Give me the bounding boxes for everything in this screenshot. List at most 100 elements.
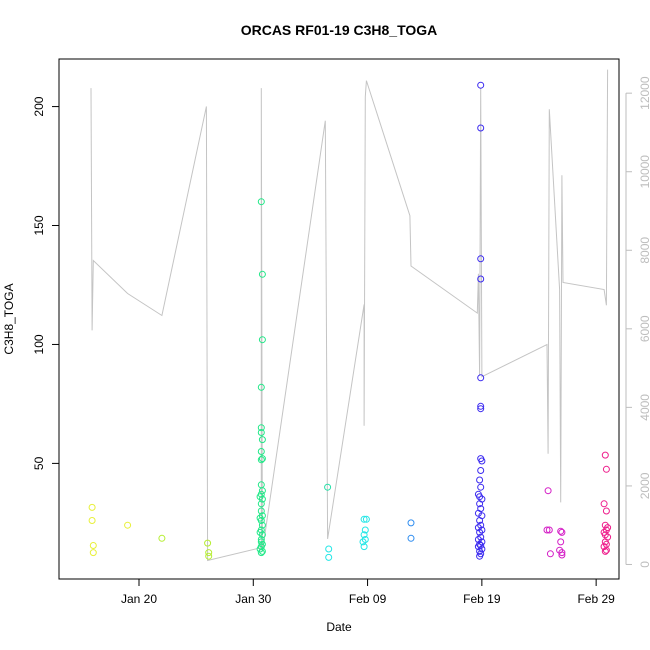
data-point	[88, 517, 96, 524]
data-point	[478, 526, 486, 534]
data-point	[361, 536, 369, 543]
data-point	[258, 436, 266, 444]
data-point	[407, 534, 415, 542]
data-point	[258, 521, 266, 529]
data-point	[257, 198, 265, 206]
data-point	[360, 531, 368, 539]
data-point	[258, 270, 266, 278]
data-point	[546, 550, 554, 558]
point-series-4	[325, 515, 370, 561]
point-series-5	[407, 519, 415, 542]
x-axis: Jan 20 Jan 30 Feb 09 Feb 19 Feb 29	[121, 579, 615, 606]
data-point	[477, 483, 485, 491]
data-point	[477, 124, 485, 132]
line-series-layer	[90, 69, 609, 562]
data-point	[257, 517, 265, 524]
data-point	[601, 521, 609, 529]
y2-tick-label: 4000	[638, 394, 650, 421]
y-axis-label: C3H8_TOGA	[2, 283, 16, 354]
data-point	[362, 515, 370, 523]
data-point	[257, 424, 265, 432]
data-point	[257, 500, 265, 508]
data-point	[476, 528, 484, 536]
x-tick-label: Jan 20	[121, 592, 157, 606]
data-point	[324, 483, 332, 491]
y2-tick-label: 12000	[638, 76, 650, 110]
data-point	[89, 549, 97, 557]
data-point	[477, 467, 485, 474]
data-point	[476, 493, 484, 501]
data-point	[256, 493, 264, 501]
data-point	[257, 429, 265, 436]
background-line-series	[90, 69, 609, 562]
data-point	[359, 538, 367, 546]
data-point	[257, 456, 265, 464]
point-series-6	[474, 81, 486, 560]
point-series-1	[158, 534, 213, 560]
x-axis-label: Date	[326, 620, 352, 634]
data-point	[476, 552, 484, 560]
data-point	[478, 545, 486, 553]
point-series-2	[256, 198, 266, 557]
point-series-0	[88, 503, 132, 557]
chart-title: ORCAS RF01-19 C3H8_TOGA	[241, 22, 438, 38]
data-point	[204, 539, 212, 547]
x-tick-label: Feb 19	[463, 592, 501, 606]
data-point	[124, 521, 132, 529]
data-point	[89, 542, 97, 549]
point-series-3	[324, 483, 332, 491]
data-point	[258, 547, 266, 555]
y-tick-label: 150	[32, 215, 46, 235]
data-point	[477, 81, 485, 89]
x-tick-label: Feb 29	[577, 592, 615, 606]
data-point	[325, 545, 333, 553]
data-point	[474, 524, 482, 532]
data-point	[476, 476, 484, 484]
data-point	[602, 546, 610, 554]
y2-tick-label: 2000	[638, 472, 650, 499]
y2-tick-label: 10000	[638, 155, 650, 189]
data-point	[205, 549, 213, 557]
data-point	[88, 503, 96, 511]
data-point	[407, 519, 415, 527]
data-point	[544, 487, 552, 495]
data-point	[360, 515, 368, 523]
data-point	[543, 526, 551, 534]
data-point	[476, 500, 484, 508]
y-tick-label: 100	[32, 334, 46, 354]
y2-tick-label: 8000	[638, 237, 650, 264]
data-point	[256, 528, 264, 536]
data-point	[361, 526, 369, 534]
data-point	[256, 545, 264, 553]
data-point	[257, 383, 265, 391]
data-point	[477, 374, 485, 382]
data-point	[600, 543, 608, 551]
data-point	[477, 255, 485, 263]
data-point	[258, 531, 266, 539]
data-point	[476, 517, 484, 524]
data-point	[258, 455, 266, 463]
data-point	[258, 495, 266, 503]
data-point	[477, 402, 485, 410]
data-point	[257, 536, 265, 543]
data-point	[478, 457, 486, 465]
data-point	[601, 531, 609, 539]
data-point	[557, 538, 565, 546]
data-point	[258, 512, 266, 520]
x-tick-label: Jan 30	[235, 592, 271, 606]
point-series-7	[543, 487, 566, 559]
data-point	[558, 528, 566, 536]
points-layer	[88, 81, 612, 561]
data-point	[360, 543, 368, 551]
data-point	[258, 487, 266, 495]
data-point	[257, 448, 265, 455]
data-point	[325, 553, 333, 561]
data-point	[602, 526, 610, 534]
data-point	[545, 526, 553, 534]
x-tick-label: Feb 09	[349, 592, 387, 606]
data-point	[158, 534, 166, 542]
y-axis: 50 100 150 200	[32, 96, 59, 470]
data-point	[600, 500, 608, 508]
data-point	[601, 547, 609, 555]
